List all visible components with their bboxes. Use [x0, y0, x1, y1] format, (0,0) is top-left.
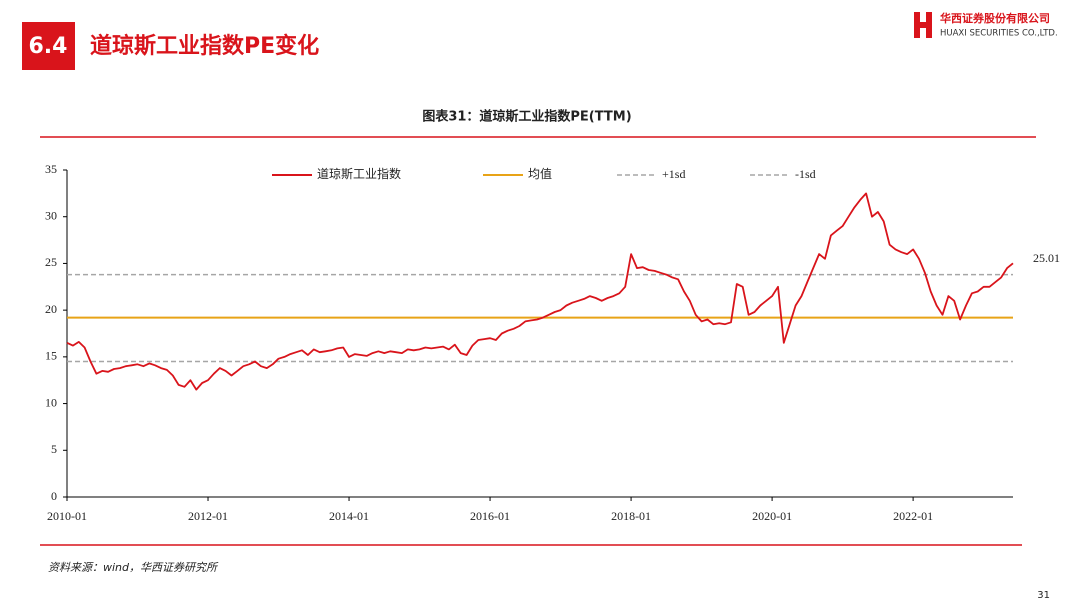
y-tick-label: 5	[51, 442, 57, 456]
company-cn: 华西证券股份有限公司	[940, 11, 1050, 25]
company-en: HUAXI SECURITIES CO.,LTD.	[940, 29, 1058, 39]
logo	[914, 12, 932, 38]
y-tick-label: 20	[45, 302, 57, 316]
section-number: 6.4	[29, 34, 68, 59]
y-tick-label: 10	[45, 395, 57, 409]
y-tick-label: 35	[45, 162, 57, 176]
legend-label: 均值	[528, 166, 552, 181]
x-tick-label: 2018-01	[611, 509, 651, 523]
y-tick-label: 15	[45, 349, 57, 363]
x-tick-label: 2014-01	[329, 509, 369, 523]
y-tick-label: 25	[45, 255, 57, 269]
page-number: 31	[1037, 590, 1050, 601]
end-value-label: 25.01	[1033, 251, 1060, 265]
source: 资料来源：wind，华西证券研究所	[48, 561, 219, 574]
chart-title: 图表31：道琼斯工业指数PE(TTM)	[422, 109, 631, 125]
legend-label: -1sd	[795, 167, 816, 181]
x-tick-label: 2012-01	[188, 509, 228, 523]
x-tick-label: 2022-01	[893, 509, 933, 523]
y-tick-label: 0	[51, 489, 57, 503]
series-line	[66, 192, 1014, 391]
slide-title: 道琼斯工业指数PE变化	[90, 33, 319, 59]
x-tick-label: 2010-01	[47, 509, 87, 523]
section-box	[22, 22, 75, 70]
legend-label: 道琼斯工业指数	[317, 166, 401, 181]
x-tick-label: 2020-01	[752, 509, 792, 523]
x-tick-label: 2016-01	[470, 509, 510, 523]
legend-label: +1sd	[662, 167, 685, 181]
y-tick-label: 30	[45, 208, 57, 222]
